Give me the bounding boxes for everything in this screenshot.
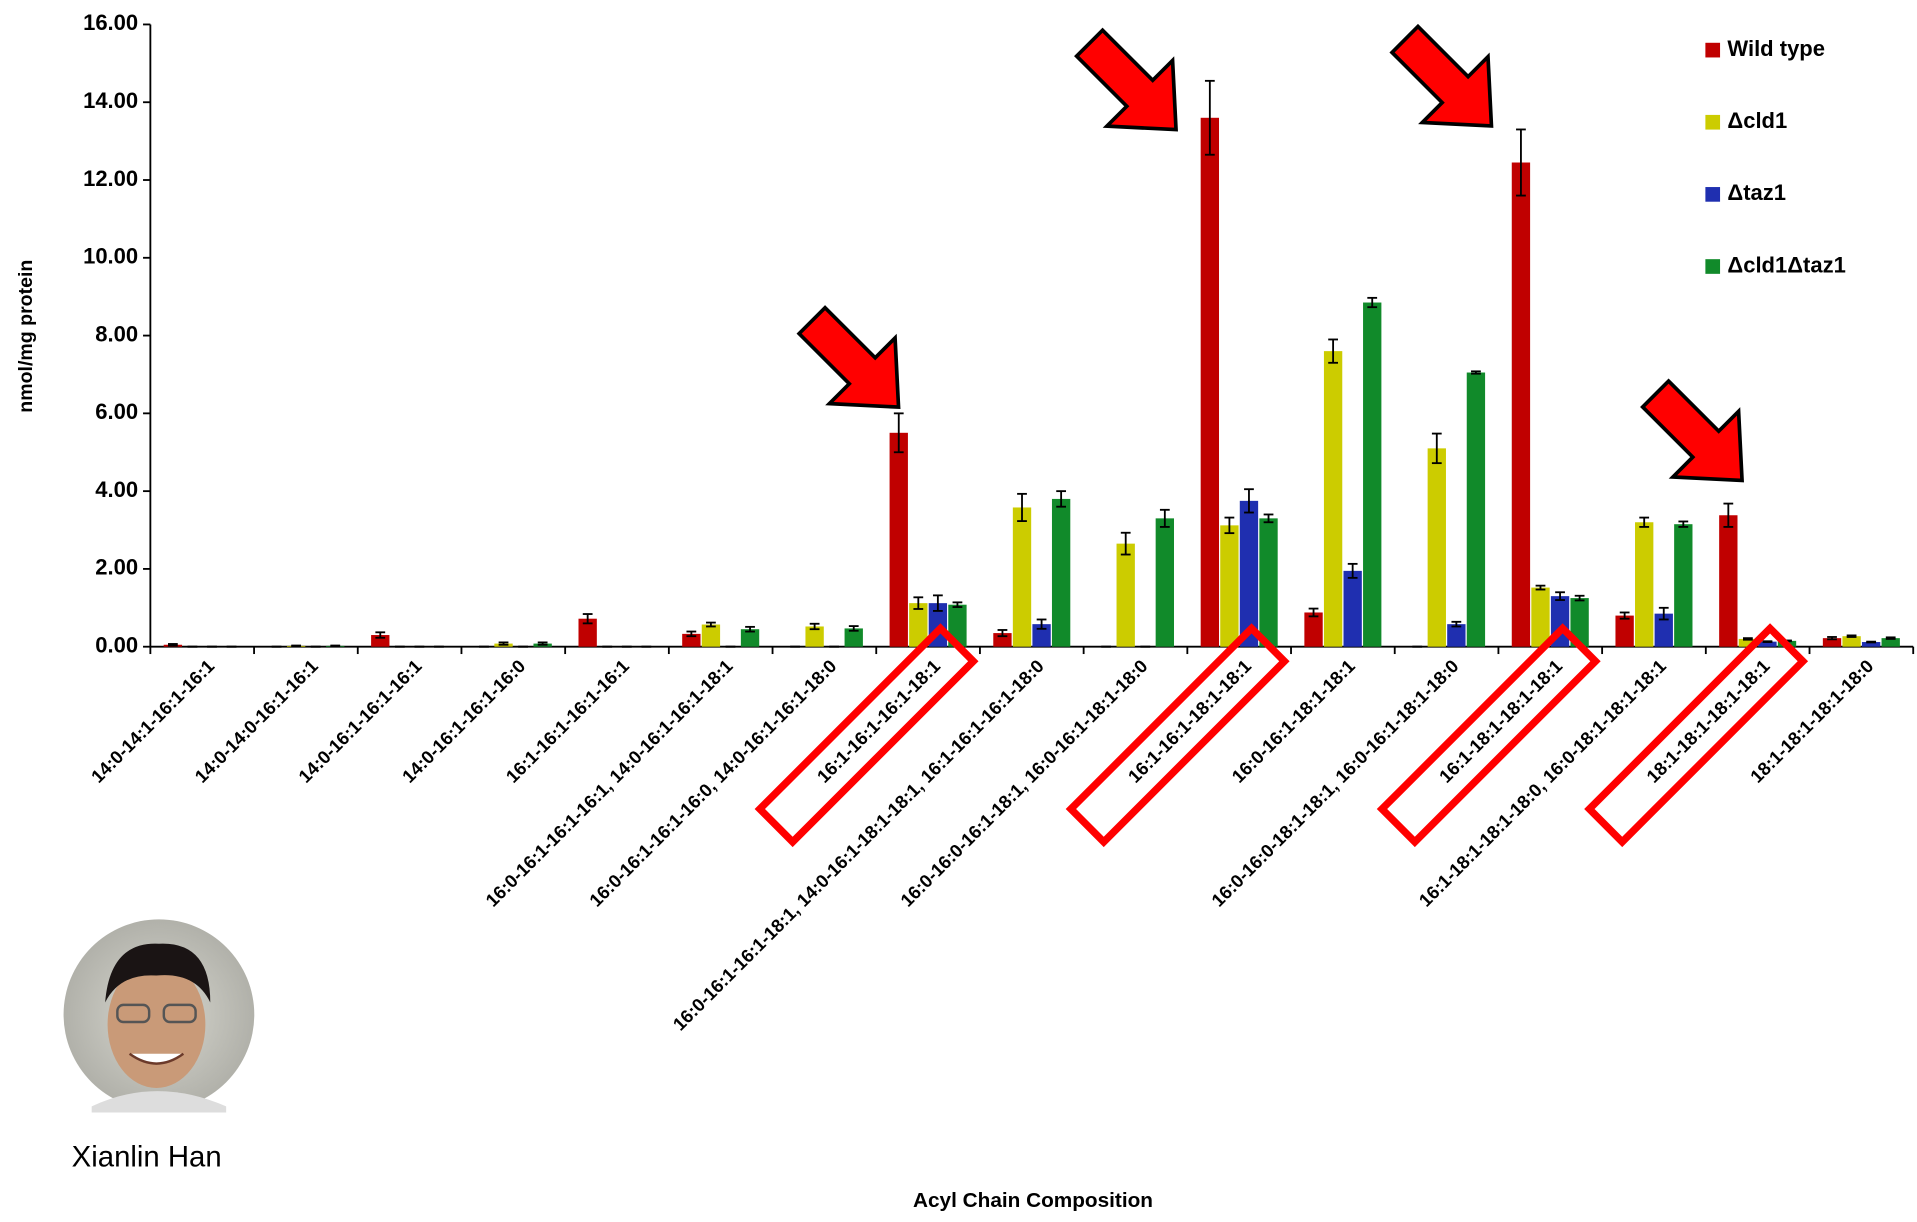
- error-bar: [1886, 637, 1896, 639]
- y-tick-label: 16.00: [83, 10, 138, 35]
- bar: [1467, 373, 1485, 647]
- legend-label: Δtaz1: [1727, 180, 1786, 205]
- error-bar: [1847, 635, 1857, 637]
- legend-label: Wild type: [1727, 36, 1825, 61]
- bar: [1635, 522, 1653, 646]
- chart-body: nmol/mg protein Acyl Chain Composition X…: [15, 7, 1913, 1213]
- bar: [1304, 612, 1322, 646]
- y-tick-label: 14.00: [83, 88, 138, 113]
- legend-label: Δcld1: [1727, 108, 1787, 133]
- bar: [1512, 163, 1530, 647]
- error-bar: [810, 624, 820, 629]
- arrow: [1372, 7, 1524, 159]
- error-bar: [168, 644, 178, 646]
- y-tick-label: 8.00: [95, 321, 138, 346]
- legend-label: Δcld1Δtaz1: [1727, 252, 1845, 277]
- legend-swatch: [1705, 115, 1720, 130]
- bar: [1531, 588, 1549, 647]
- bar: [1117, 544, 1135, 647]
- photo-caption: Xianlin Han: [72, 1141, 222, 1174]
- legend-swatch: [1705, 43, 1720, 58]
- arrow: [1057, 10, 1209, 162]
- bar: [1674, 524, 1692, 647]
- bar: [1343, 571, 1361, 647]
- bar: [890, 433, 908, 647]
- legend-swatch: [1705, 187, 1720, 202]
- y-tick-label: 6.00: [95, 399, 138, 424]
- legend-swatch: [1705, 259, 1720, 274]
- bar: [1259, 518, 1277, 646]
- bar: [1156, 518, 1174, 646]
- y-axis-title: nmol/mg protein: [15, 260, 37, 413]
- error-bar: [1866, 642, 1876, 643]
- error-bar: [330, 646, 340, 647]
- bar: [1615, 616, 1633, 647]
- error-bar: [1743, 638, 1753, 640]
- error-bar: [291, 646, 301, 647]
- y-tick-label: 10.00: [83, 244, 138, 269]
- error-bar: [1763, 641, 1773, 642]
- bar: [1240, 501, 1258, 647]
- bar: [1447, 624, 1465, 647]
- bar: [1052, 499, 1070, 647]
- bar: [1428, 448, 1446, 646]
- y-tick-label: 0.00: [95, 633, 138, 658]
- bar: [1363, 303, 1381, 647]
- arrow: [1623, 361, 1775, 513]
- photo: [64, 919, 255, 1112]
- error-bar: [499, 642, 509, 644]
- y-tick-label: 12.00: [83, 166, 138, 191]
- y-tick-label: 4.00: [95, 477, 138, 502]
- bar: [1013, 507, 1031, 646]
- chart: nmol/mg protein Acyl Chain Composition X…: [0, 0, 1917, 1222]
- bar: [1719, 515, 1737, 646]
- error-bar: [538, 642, 548, 644]
- bar: [1324, 351, 1342, 647]
- bar: [702, 625, 720, 647]
- y-tick-label: 2.00: [95, 555, 138, 580]
- x-axis-title: Acyl Chain Composition: [913, 1189, 1153, 1212]
- bar: [1201, 118, 1219, 647]
- bar: [1220, 525, 1238, 646]
- arrow: [779, 288, 931, 440]
